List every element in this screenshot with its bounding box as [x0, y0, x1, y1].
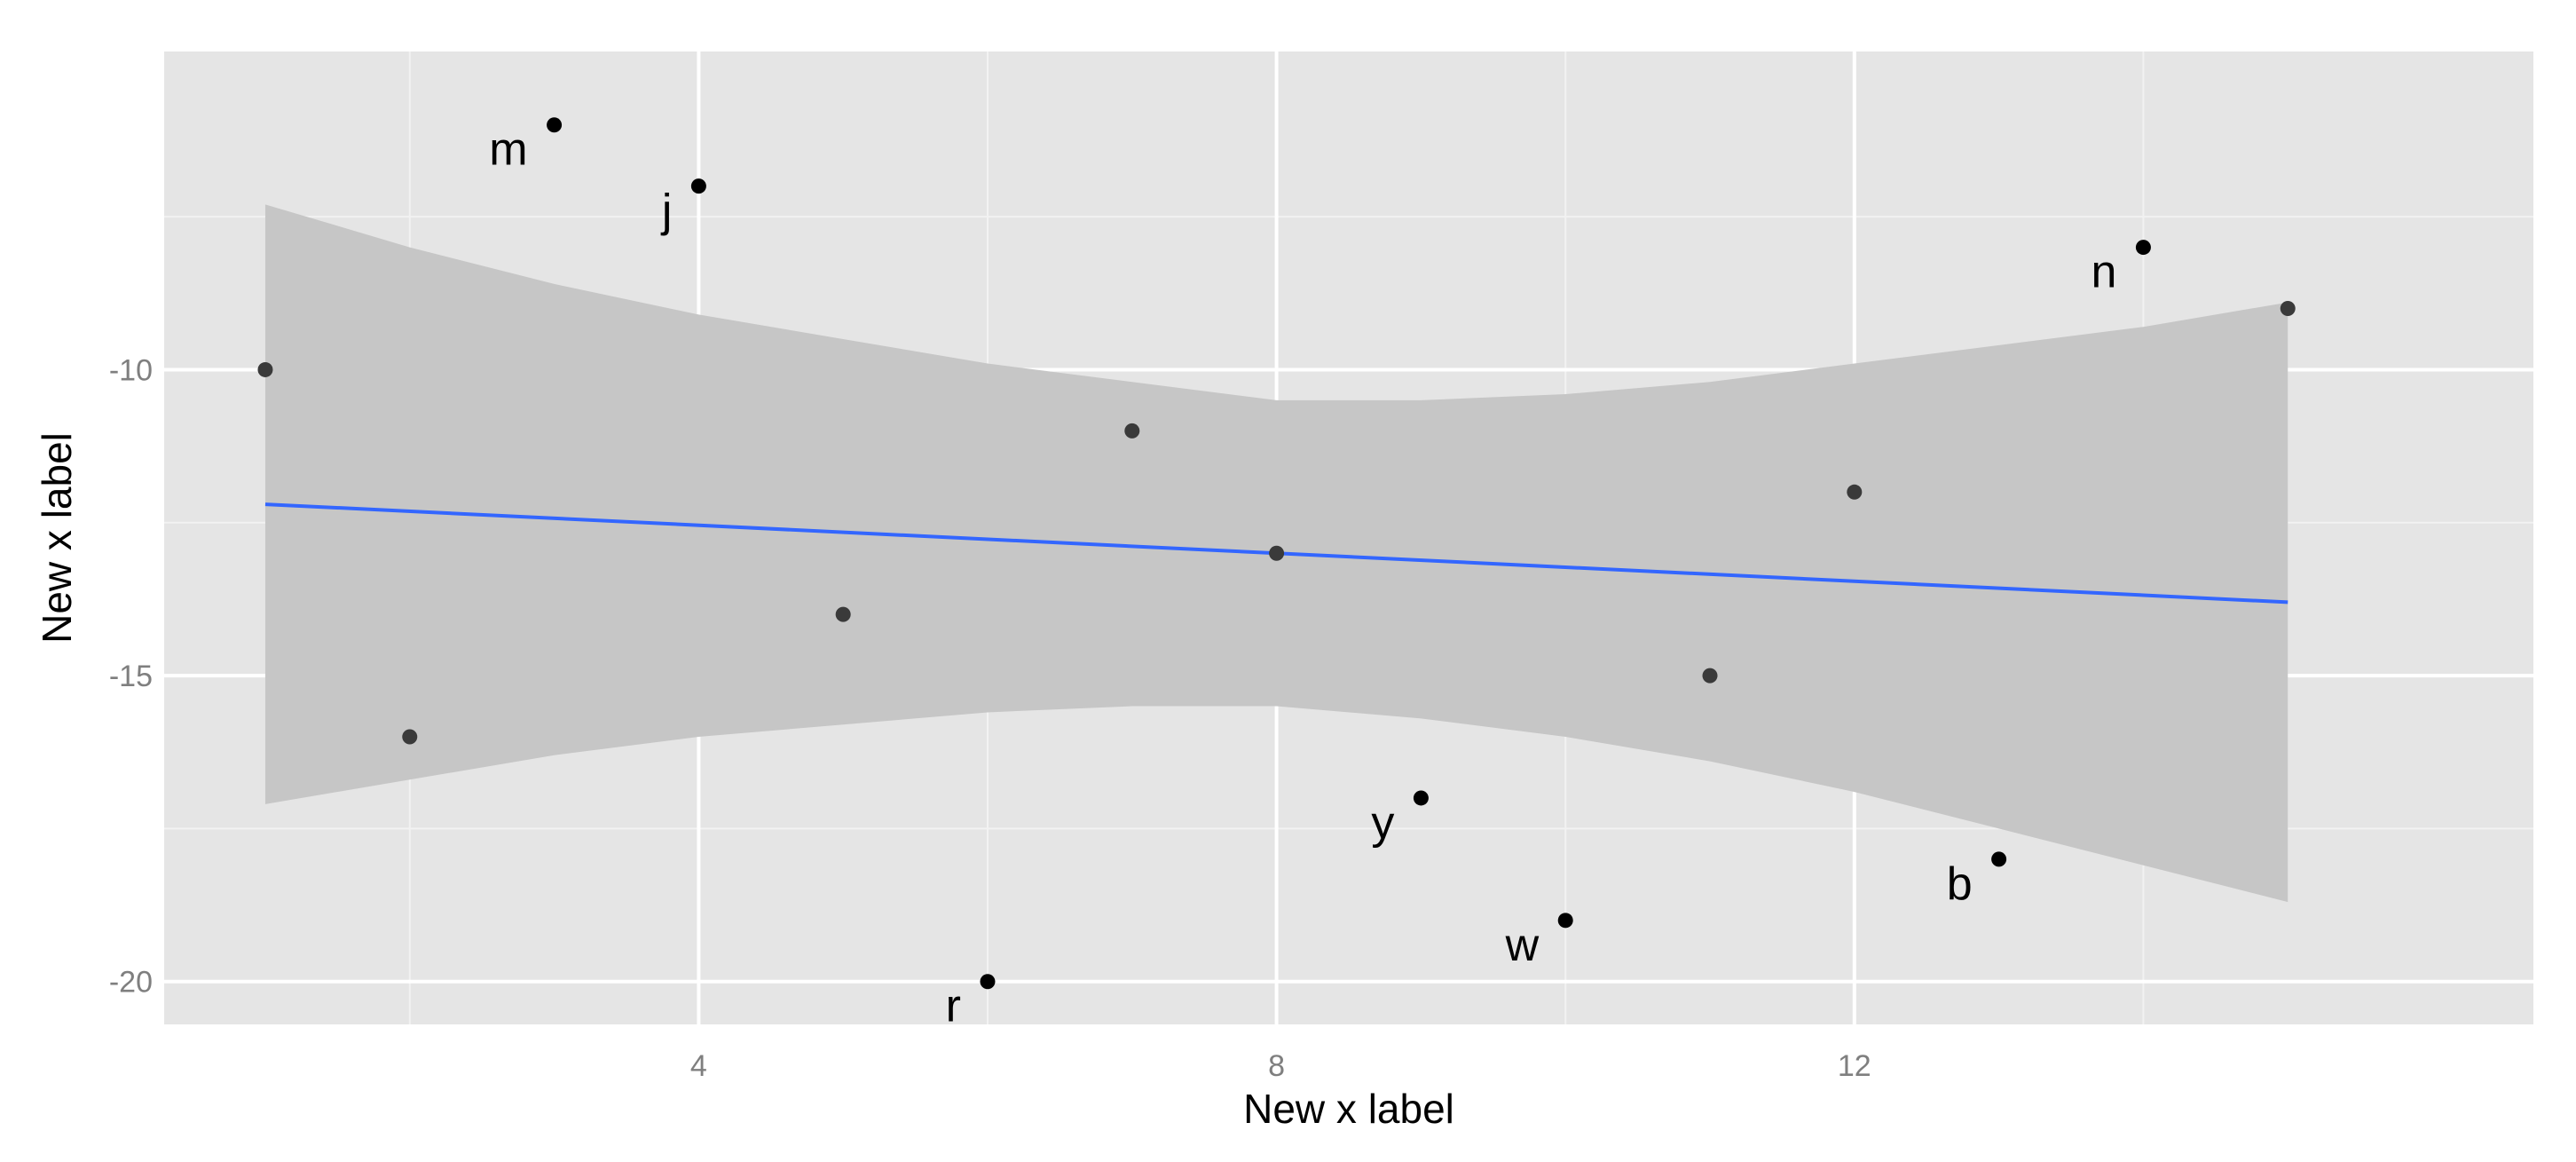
point-label-m: m [489, 124, 527, 176]
data-point-14 [2280, 301, 2296, 317]
x-tick-label-1: 8 [1268, 1049, 1285, 1083]
point-label-y: y [1371, 797, 1394, 849]
x-axis-title: New x label [1243, 1086, 1454, 1132]
y-tick-label-0: -10 [109, 353, 153, 387]
data-point-0 [257, 361, 273, 377]
data-point-10 [1702, 668, 1718, 684]
point-label-n: n [2092, 247, 2117, 298]
point-label-b: b [1947, 858, 1973, 910]
y-axis-title: New x label [34, 432, 80, 644]
y-tick-labels: -10 -15 -20 [109, 353, 153, 999]
y-tick-label-2: -20 [109, 966, 153, 1000]
x-tick-label-2: 12 [1838, 1049, 1871, 1083]
x-tick-label-0: 4 [690, 1049, 707, 1083]
y-tick-label-1: -15 [109, 660, 153, 693]
x-tick-labels: 4 8 12 [690, 1049, 1871, 1083]
point-label-j: j [660, 186, 673, 237]
data-point-9 [1557, 913, 1573, 929]
data-point-4 [835, 606, 851, 622]
data-point-13 [2135, 240, 2151, 256]
data-point-1 [402, 729, 418, 745]
data-point-12 [1991, 851, 2007, 867]
data-point-3 [690, 178, 706, 194]
data-point-6 [1124, 423, 1140, 439]
data-point-7 [1269, 545, 1285, 561]
point-label-r: r [946, 981, 961, 1032]
data-point-5 [980, 974, 996, 990]
data-point-8 [1413, 790, 1429, 806]
point-label-w: w [1505, 920, 1540, 971]
data-point-11 [1847, 484, 1863, 500]
data-point-2 [547, 117, 563, 133]
data-points: m j r y w b n [257, 117, 2296, 1032]
